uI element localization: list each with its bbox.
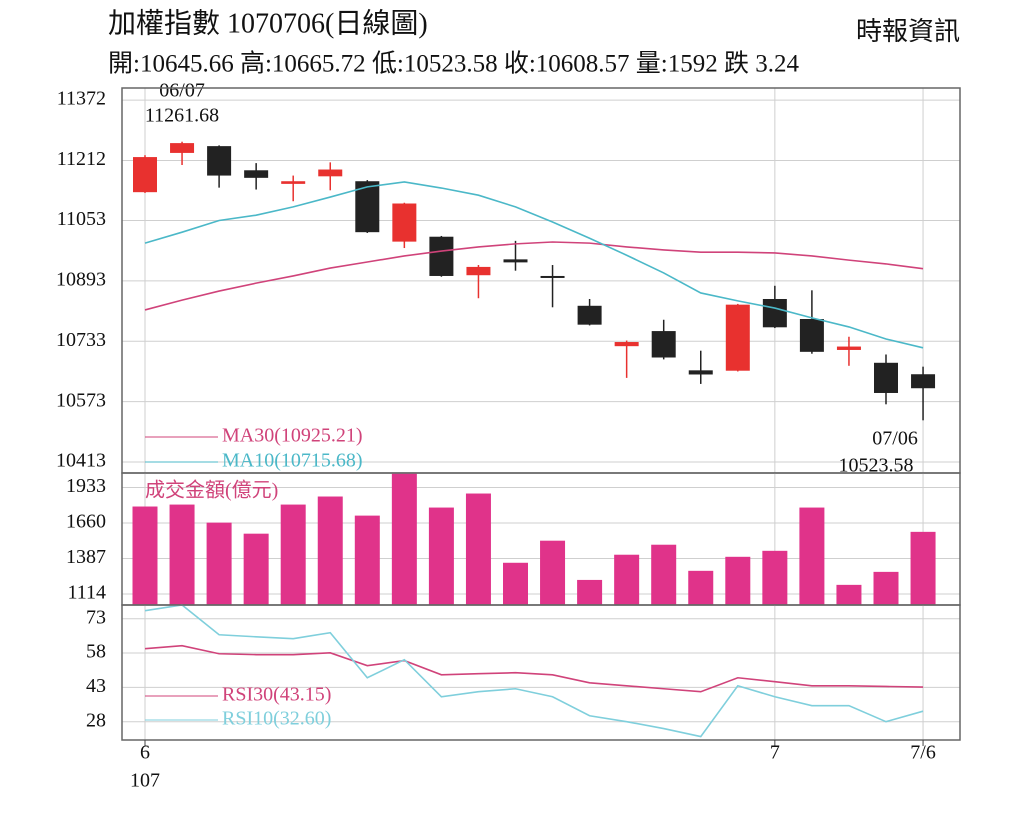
bar	[280, 504, 306, 605]
y-tick-label: 10573	[56, 389, 106, 411]
candle-body	[392, 203, 417, 242]
bar	[503, 562, 528, 605]
bar	[799, 507, 825, 605]
candle-body	[836, 346, 861, 350]
candle-body	[318, 169, 343, 177]
bar	[354, 515, 380, 605]
chart-title: 加權指數 1070706(日線圖)	[108, 7, 428, 39]
candle-body	[170, 143, 195, 153]
candle-body	[874, 362, 898, 393]
candle-body	[207, 146, 232, 176]
candle-body	[281, 181, 306, 184]
series-line	[144, 644, 924, 693]
y-tick-label: 10413	[56, 450, 106, 472]
bar	[206, 522, 232, 605]
candle-body	[133, 157, 157, 193]
y-tick-label: 28	[86, 709, 106, 731]
y-tick-label: 11372	[57, 88, 106, 110]
y-tick-label: 58	[86, 641, 106, 663]
bar	[651, 544, 677, 605]
x-tick-label: 6	[140, 742, 150, 764]
y-tick-label: 1387	[66, 546, 106, 568]
candle-body	[614, 342, 639, 347]
y-tick-label: 10733	[56, 329, 106, 351]
series-line	[144, 241, 924, 311]
bar	[428, 507, 454, 605]
y-tick-label: 10893	[56, 268, 106, 290]
y-tick-label: 73	[86, 606, 106, 628]
candle-body	[799, 319, 824, 352]
x-tick-label: 7/6	[910, 742, 936, 764]
bar	[725, 556, 751, 605]
panel-frame	[121, 604, 961, 741]
bar	[614, 554, 640, 605]
candle-body	[466, 266, 491, 276]
annotation: 10523.58	[839, 455, 914, 477]
annotation: 06/07	[159, 80, 205, 102]
series-line	[144, 604, 924, 738]
candle-body	[503, 259, 528, 263]
candle-body	[540, 275, 565, 278]
bar	[873, 571, 899, 605]
legend-label: MA10(10715.68)	[222, 450, 363, 472]
bar	[169, 504, 195, 605]
candle-body	[429, 236, 454, 276]
y-tick-label: 11053	[57, 208, 106, 230]
y-tick-label: 43	[86, 675, 106, 697]
bar	[391, 473, 417, 605]
legend-label: RSI10(32.60)	[222, 708, 331, 730]
bar	[762, 550, 788, 605]
series-line	[144, 181, 924, 349]
candle-body	[244, 170, 269, 178]
legend-label: RSI30(43.15)	[222, 684, 331, 706]
y-tick-label: 11212	[57, 148, 106, 170]
candle-body	[651, 331, 676, 358]
bar	[243, 533, 269, 605]
bar	[317, 496, 343, 605]
bar	[540, 540, 566, 605]
chart-subtitle: 開:10645.66 高:10665.72 低:10523.58 收:10608…	[108, 50, 799, 78]
candle-body	[688, 370, 713, 375]
candle-body	[725, 304, 750, 371]
y-tick-label: 1933	[66, 475, 106, 497]
panel-title: 成交金額(億元)	[145, 479, 278, 502]
candle-body	[762, 298, 787, 328]
bar	[465, 493, 491, 605]
candle-body	[577, 305, 602, 325]
annotation: 11261.68	[145, 105, 219, 127]
bar	[836, 584, 862, 605]
y-tick-label: 1114	[67, 582, 106, 604]
annotation: 07/06	[872, 428, 918, 450]
legend-label: MA30(10925.21)	[222, 425, 363, 447]
bar	[910, 531, 936, 605]
bar	[132, 506, 158, 605]
candle-body	[911, 374, 936, 389]
bar	[577, 579, 603, 605]
y-tick-label: 1660	[66, 511, 106, 533]
source: 時報資訊	[856, 17, 960, 46]
x-tick-label: 7	[770, 742, 780, 764]
bar	[688, 570, 714, 605]
x-year-label: 107	[130, 770, 160, 792]
